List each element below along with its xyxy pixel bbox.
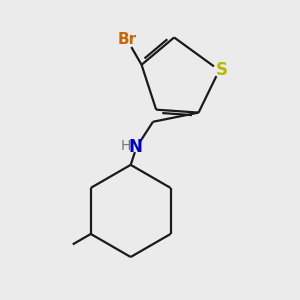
Text: H: H <box>120 139 130 153</box>
Text: S: S <box>216 61 228 79</box>
Text: Br: Br <box>118 32 137 47</box>
Text: N: N <box>128 138 142 156</box>
